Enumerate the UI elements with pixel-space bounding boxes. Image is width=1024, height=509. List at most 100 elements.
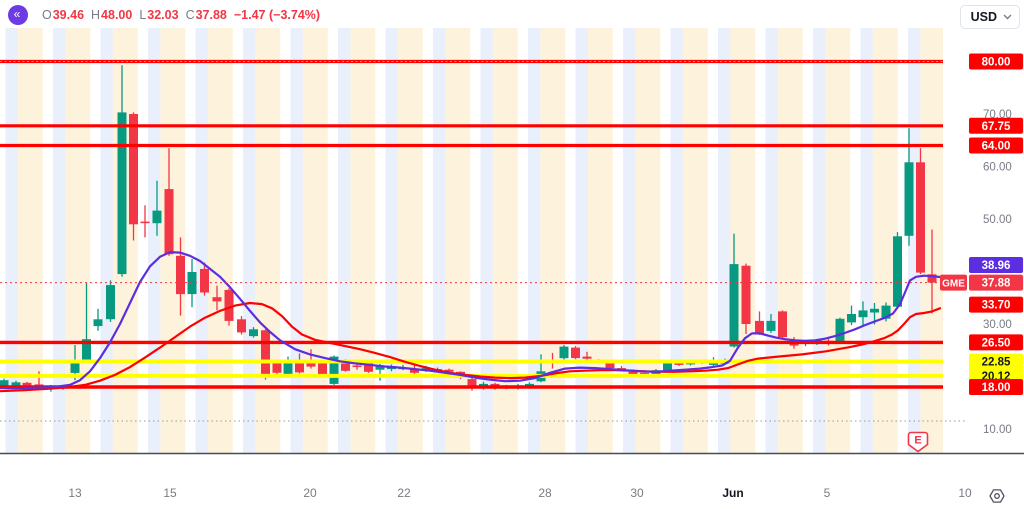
slow-ma-line (0, 301, 942, 393)
candle-body (582, 356, 592, 359)
svg-text:64.00: 64.00 (982, 141, 1011, 153)
candle-body (421, 368, 431, 371)
gear-icon[interactable] (989, 489, 1005, 503)
price-badge: 38.96 (969, 257, 1023, 273)
candle-body (410, 368, 419, 373)
candle-body (835, 318, 845, 343)
low-value: 32.03 (147, 8, 179, 22)
candle-body (674, 362, 684, 365)
candle-body (212, 297, 222, 302)
candle-body (70, 361, 80, 373)
svg-text:80.00: 80.00 (982, 57, 1011, 69)
ohlc-legend: « O 39.46 H 48.00 L 32.03 C 37.88 −1.47 (−3.… (8, 5, 320, 25)
svg-text:37.88: 37.88 (982, 278, 1011, 290)
time-scale-label: 15 (163, 486, 177, 500)
candle-body (164, 189, 174, 255)
price-badge: 67.75 (969, 117, 1023, 134)
candle-body (176, 255, 185, 295)
candle-body (881, 305, 891, 319)
candle-body (22, 382, 32, 388)
high-value: 48.00 (101, 8, 133, 22)
candle-body (200, 268, 209, 293)
svg-text:38.96: 38.96 (982, 260, 1011, 272)
ohlc-values: O 39.46 H 48.00 L 32.03 C 37.88 −1.47 (−3.74… (42, 8, 320, 22)
candle-body (364, 361, 373, 372)
candle-body (93, 319, 103, 327)
time-scale-label: 28 (538, 486, 552, 500)
price-scale-label: 60.00 (983, 162, 1012, 174)
fast-ma-line (0, 251, 942, 390)
currency-value: USD (970, 10, 997, 24)
candle-body (605, 361, 615, 369)
change-value: −1.47 (−3.74%) (233, 8, 321, 22)
candle-body (847, 314, 856, 323)
candle-body (741, 265, 751, 324)
price-badges: 80.00 67.75 64.00 38.96 GME 37.88 33.70 26.50 22… (940, 53, 1023, 395)
candle-body (224, 289, 234, 321)
candle-body (444, 369, 454, 372)
candle-body (628, 371, 638, 375)
candle-body (870, 308, 879, 313)
candle-body (249, 329, 258, 337)
candle-body (152, 210, 162, 224)
candle-body (729, 264, 739, 347)
time-scale-label: 5 (824, 486, 831, 500)
low-label: L (139, 8, 147, 22)
candle-body (375, 365, 385, 370)
candle-body (525, 383, 534, 386)
candle-body (261, 330, 270, 374)
candle-body (755, 320, 764, 334)
candle-body (927, 274, 937, 283)
price-badge: 80.00 (969, 53, 1023, 70)
candle-body (858, 310, 868, 318)
candle-body (117, 112, 127, 275)
earnings-icon[interactable]: E (907, 431, 929, 453)
candle-body (766, 320, 776, 331)
svg-text:26.50: 26.50 (982, 337, 1011, 349)
close-value: 37.88 (195, 8, 227, 22)
candle-body (272, 361, 282, 373)
currency-selector[interactable]: USD (959, 5, 1020, 29)
rewind-button[interactable]: « (8, 5, 28, 25)
svg-text:18.00: 18.00 (982, 382, 1011, 394)
candle-body (140, 221, 150, 224)
candle-body (329, 356, 339, 384)
open-value: 39.46 (52, 8, 85, 22)
candle-body (778, 311, 787, 338)
candle-body (904, 162, 914, 236)
price-scale-label: 10.00 (983, 424, 1012, 436)
time-scale-label: 13 (68, 486, 82, 500)
candles (0, 65, 937, 392)
time-scale[interactable]: 13 15 20 22 28 30 Jun 5 10 (68, 486, 972, 500)
high-label: H (91, 8, 101, 22)
candle-body (129, 114, 138, 225)
price-badge: 18.00 (969, 379, 1023, 395)
price-badge: 33.70 (969, 296, 1023, 313)
svg-text:33.70: 33.70 (982, 300, 1011, 312)
candle-body (352, 365, 362, 368)
price-badge: GME 37.88 (940, 274, 1023, 291)
svg-text:22.85: 22.85 (982, 357, 1011, 369)
price-badge: 22.85 (969, 353, 1023, 370)
candle-body (283, 361, 293, 374)
candle-body (295, 360, 304, 373)
price-badge: 26.50 (969, 334, 1023, 351)
candle-body (479, 383, 488, 386)
open-label: O (42, 8, 52, 22)
candle-body (318, 361, 327, 376)
time-scale-label: 20 (303, 486, 317, 500)
candle-body (893, 236, 902, 307)
candle-body (237, 319, 246, 333)
time-scale-label: 30 (630, 486, 644, 500)
candle-body (916, 162, 925, 273)
candle-body (571, 347, 580, 359)
candle-body (11, 382, 21, 386)
chevron-down-icon (1003, 14, 1012, 20)
candle-body (467, 379, 477, 388)
svg-text:67.75: 67.75 (982, 121, 1011, 133)
rewind-icon: « (13, 7, 21, 21)
candle-body (82, 339, 91, 362)
